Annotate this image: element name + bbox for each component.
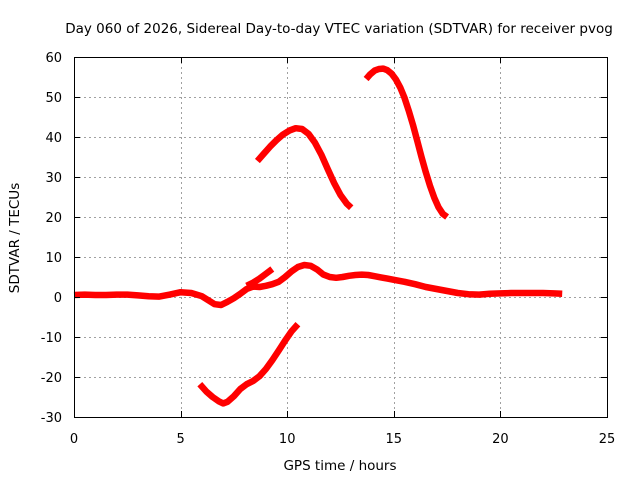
y-tick-label: 10	[45, 251, 62, 266]
series-line-baseline	[73, 261, 563, 309]
chart-title: Day 060 of 2026, Sidereal Day-to-day VTE…	[65, 21, 613, 37]
y-tick-label: 40	[45, 131, 62, 146]
axis-ticks	[74, 57, 608, 418]
y-tick-label: -20	[41, 371, 62, 386]
y-tick-label: 20	[45, 211, 62, 226]
y-tick-label: 0	[54, 291, 62, 306]
x-tick-label: 10	[279, 432, 296, 447]
x-tick-label: 0	[70, 432, 78, 447]
y-tick-label: 30	[45, 171, 62, 186]
x-tick-label: 20	[492, 432, 509, 447]
y-tick-label: 50	[45, 91, 62, 106]
series-line-arc-large	[363, 65, 450, 220]
x-tick-label: 5	[176, 432, 184, 447]
x-tick-label: 25	[599, 432, 616, 447]
series-line-segment-rise	[245, 266, 275, 289]
series-line-arc-negative	[197, 322, 301, 407]
gridlines	[74, 57, 607, 417]
x-tick-label: 15	[386, 432, 403, 447]
y-axis-label: SDTVAR / TECUs	[7, 183, 23, 293]
plot-frame	[74, 57, 608, 418]
y-tick-label: 60	[45, 51, 62, 66]
y-tick-label: -30	[41, 411, 62, 426]
series-line-arc-small	[254, 124, 354, 211]
x-axis-label: GPS time / hours	[283, 458, 396, 474]
tick-labels: 0 5 10 15 20 25 -30 -20 -10 0 10 20 30 40 50 60	[41, 51, 616, 447]
series-group	[73, 65, 563, 407]
y-tick-label: -10	[41, 331, 62, 346]
